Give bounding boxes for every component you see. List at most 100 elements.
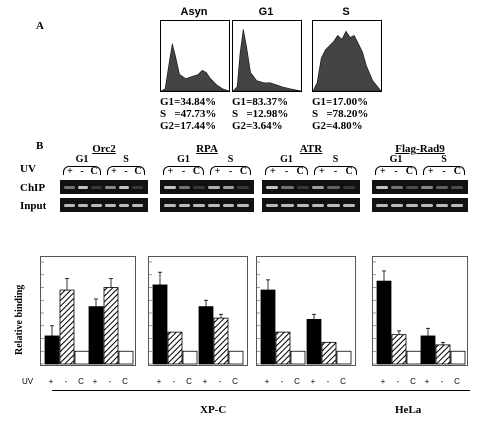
x-tick-label: +	[264, 377, 270, 386]
bar	[182, 350, 198, 365]
histogram-distribution	[232, 29, 302, 92]
histogram-distribution	[312, 30, 382, 92]
stat-g1: G1=17.00%	[312, 96, 369, 108]
phase-label: S	[227, 154, 234, 165]
chart-svg	[373, 261, 466, 365]
x-tick-label: C	[122, 377, 128, 386]
chip-band	[178, 186, 191, 189]
lane-sign: C	[192, 166, 201, 177]
x-tick-label: +	[156, 377, 162, 386]
chip-band	[77, 186, 89, 189]
chip-band	[436, 186, 448, 189]
chip-gel	[372, 180, 468, 194]
bar	[290, 350, 306, 365]
x-tick-label: +	[310, 377, 316, 386]
chip-band	[421, 186, 433, 189]
xpc-cell-label: XP-C	[200, 404, 227, 416]
bar	[336, 350, 352, 365]
protein-header: Flag-Rad9	[395, 143, 445, 155]
flow-histogram	[312, 20, 382, 92]
input-band	[281, 204, 294, 207]
bottom-uv-label: UV	[22, 377, 34, 386]
histogram-title: S	[342, 6, 350, 18]
lane-sign: +	[167, 166, 174, 177]
histogram-plot	[312, 30, 382, 92]
x-tick-label: -	[218, 377, 222, 386]
x-tick-label: +	[48, 377, 54, 386]
input-band	[208, 204, 220, 207]
x-tick-label: -	[326, 377, 330, 386]
bar	[406, 350, 422, 365]
chip-band	[266, 186, 279, 189]
phase-bracket	[423, 166, 465, 175]
input-band	[296, 204, 309, 207]
input-band	[237, 204, 249, 207]
lane-sign: +	[111, 166, 117, 177]
bar	[118, 350, 134, 365]
bar	[435, 344, 451, 365]
uv-row-label: UV	[20, 163, 36, 175]
lane-sign: -	[394, 166, 398, 177]
flow-histogram	[232, 20, 302, 92]
input-band	[421, 204, 433, 207]
bar	[152, 284, 168, 365]
input-band	[64, 204, 75, 207]
phase-bracket	[314, 166, 357, 175]
input-band	[376, 204, 388, 207]
phase-label: G1	[177, 154, 190, 165]
phase-bracket	[63, 166, 101, 175]
input-band	[222, 204, 235, 207]
chip-band	[281, 186, 294, 189]
bar	[321, 341, 337, 365]
bar	[167, 331, 183, 365]
y-axis-label: Relative binding	[14, 284, 25, 355]
input-band	[406, 204, 418, 207]
x-tick-label: -	[108, 377, 112, 386]
input-gel	[160, 198, 254, 212]
phase-label: G1	[389, 154, 403, 165]
chip-band	[327, 186, 340, 189]
stat-g2: G2=4.80%	[312, 120, 363, 132]
lane-sign: -	[333, 166, 338, 177]
protein-header: Orc2	[92, 143, 116, 155]
chip-gel	[60, 180, 148, 194]
chip-band	[342, 186, 355, 189]
panel-b-label: B	[36, 140, 44, 152]
bar	[228, 350, 244, 365]
chip-band	[118, 186, 130, 189]
lane-sign: +	[379, 166, 386, 177]
bar	[198, 306, 214, 365]
bar	[213, 317, 229, 365]
chart-svg	[149, 261, 244, 365]
stat-g1: G1=34.84%	[160, 96, 217, 108]
stat-g1: G1=83.37%	[232, 96, 289, 108]
x-tick-label: -	[64, 377, 68, 386]
input-band	[436, 204, 448, 207]
phase-label: S	[123, 154, 129, 165]
phase-label: G1	[280, 154, 293, 165]
bar	[391, 334, 407, 365]
input-band	[164, 204, 176, 207]
bar	[450, 350, 466, 365]
chip-band	[105, 186, 116, 189]
chart-svg	[257, 261, 352, 365]
stat-s: S =78.20%	[312, 108, 369, 120]
flow-histogram	[160, 20, 230, 92]
histogram-distribution	[160, 43, 230, 92]
bar	[59, 289, 75, 365]
lane-sign: C	[296, 166, 304, 177]
chip-band	[376, 186, 388, 189]
x-tick-label: +	[380, 377, 386, 386]
chip-band	[208, 186, 220, 189]
input-band	[91, 204, 102, 207]
bar	[74, 350, 90, 365]
chip-band	[222, 186, 235, 189]
lane-sign: -	[442, 166, 446, 177]
chip-row-label: ChIP	[20, 182, 46, 194]
stat-g2: G2=3.64%	[232, 120, 283, 132]
input-row-label: Input	[20, 200, 47, 212]
stat-g2: G2=17.44%	[160, 120, 217, 132]
stat-s: S =47.73%	[160, 108, 217, 120]
x-tick-label: +	[202, 377, 208, 386]
input-band	[132, 204, 143, 207]
